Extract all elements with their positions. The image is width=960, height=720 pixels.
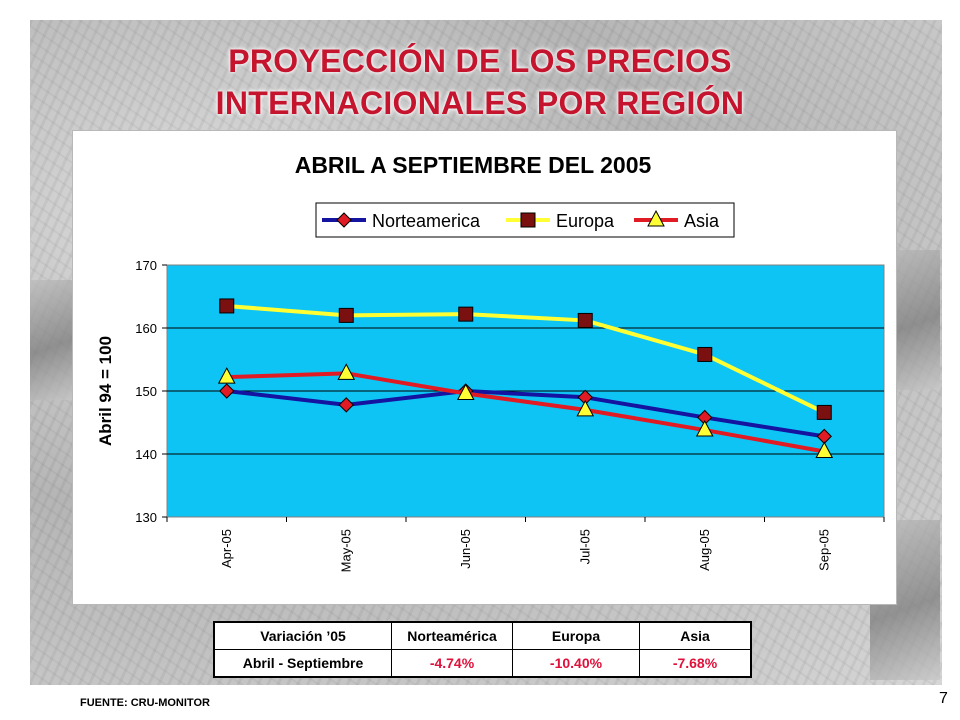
y-tick-label: 130 [135,510,157,525]
series-point [816,404,832,420]
series-line [226,371,825,454]
background-photo-segment [30,280,75,400]
table-cell-europa: -10.40% [512,649,640,677]
slide-title-line1: PROYECCIÓN DE LOS PRECIOS [228,43,732,79]
table-header-row: Variación ’05 Norteamérica Europa Asia [214,622,751,650]
series-point [217,367,236,384]
series-point [456,383,475,401]
legend-label: Norteamerica [372,211,481,231]
y-tick-label: 160 [135,321,157,336]
series-point [338,307,354,323]
legend-label: Europa [556,211,615,231]
x-tick-label: Jul-05 [577,529,592,564]
x-axis-ticks: Apr-05 May-05 Jun-05 Jul-05 Aug-05 Sep-05 [166,517,885,572]
page-number: 7 [939,690,948,707]
x-tick-label: Sep-05 [816,529,831,571]
y-tick-label: 140 [135,447,157,462]
series-point [576,399,595,417]
variation-table: Variación ’05 Norteamérica Europa Asia A… [213,621,752,678]
series-point [520,212,536,228]
series-layer [217,298,834,458]
series-line [226,389,825,439]
series-point [337,363,356,380]
series-point [577,312,593,328]
table-cell-asia: -7.68% [639,649,751,677]
x-tick-label: May-05 [338,529,353,572]
series-point [697,346,713,362]
slide-title-line2: INTERNACIONALES POR REGIÓN [215,85,745,121]
table-row-label: Abril - Septiembre [214,649,392,677]
legend-label: Asia [684,211,720,231]
chart-legend: Norteamerica Europa Asia [315,202,735,238]
table-cell-norteamerica: -4.74% [391,649,513,677]
table-header: Variación ’05 [214,622,392,650]
series-point [338,397,354,413]
slide-title: PROYECCIÓN DE LOS PRECIOS INTERNACIONALE… [150,40,810,124]
series-point [219,298,235,314]
series-point [815,441,834,458]
grid-lines [167,327,884,455]
x-tick-label: Aug-05 [697,529,712,571]
chart-title: ABRIL A SEPTIEMBRE DEL 2005 [295,152,652,178]
x-tick-label: Apr-05 [219,529,234,568]
series-point [458,306,474,322]
y-tick-label: 170 [135,258,157,273]
line-chart: ABRIL A SEPTIEMBRE DEL 2005 Norteamerica… [96,152,885,572]
chart-container: ABRIL A SEPTIEMBRE DEL 2005 Norteamerica… [72,130,897,605]
table-header: Europa [512,622,640,650]
series-europa [219,298,832,420]
series-asia [217,363,834,458]
table-row: Abril - Septiembre -4.74% -10.40% -7.68% [214,649,751,677]
series-point [695,419,714,437]
y-axis-label: Abril 94 = 100 [96,336,115,446]
source-note: FUENTE: CRU-MONITOR [80,697,210,709]
y-tick-label: 150 [135,384,157,399]
x-tick-label: Jun-05 [458,529,473,569]
series-point [219,383,235,399]
series-point [647,209,665,227]
series-line [226,303,826,415]
y-axis-ticks: 130 140 150 160 170 [135,258,167,525]
table-header: Norteamérica [391,622,513,650]
table-header: Asia [639,622,751,650]
series-point [336,212,352,228]
